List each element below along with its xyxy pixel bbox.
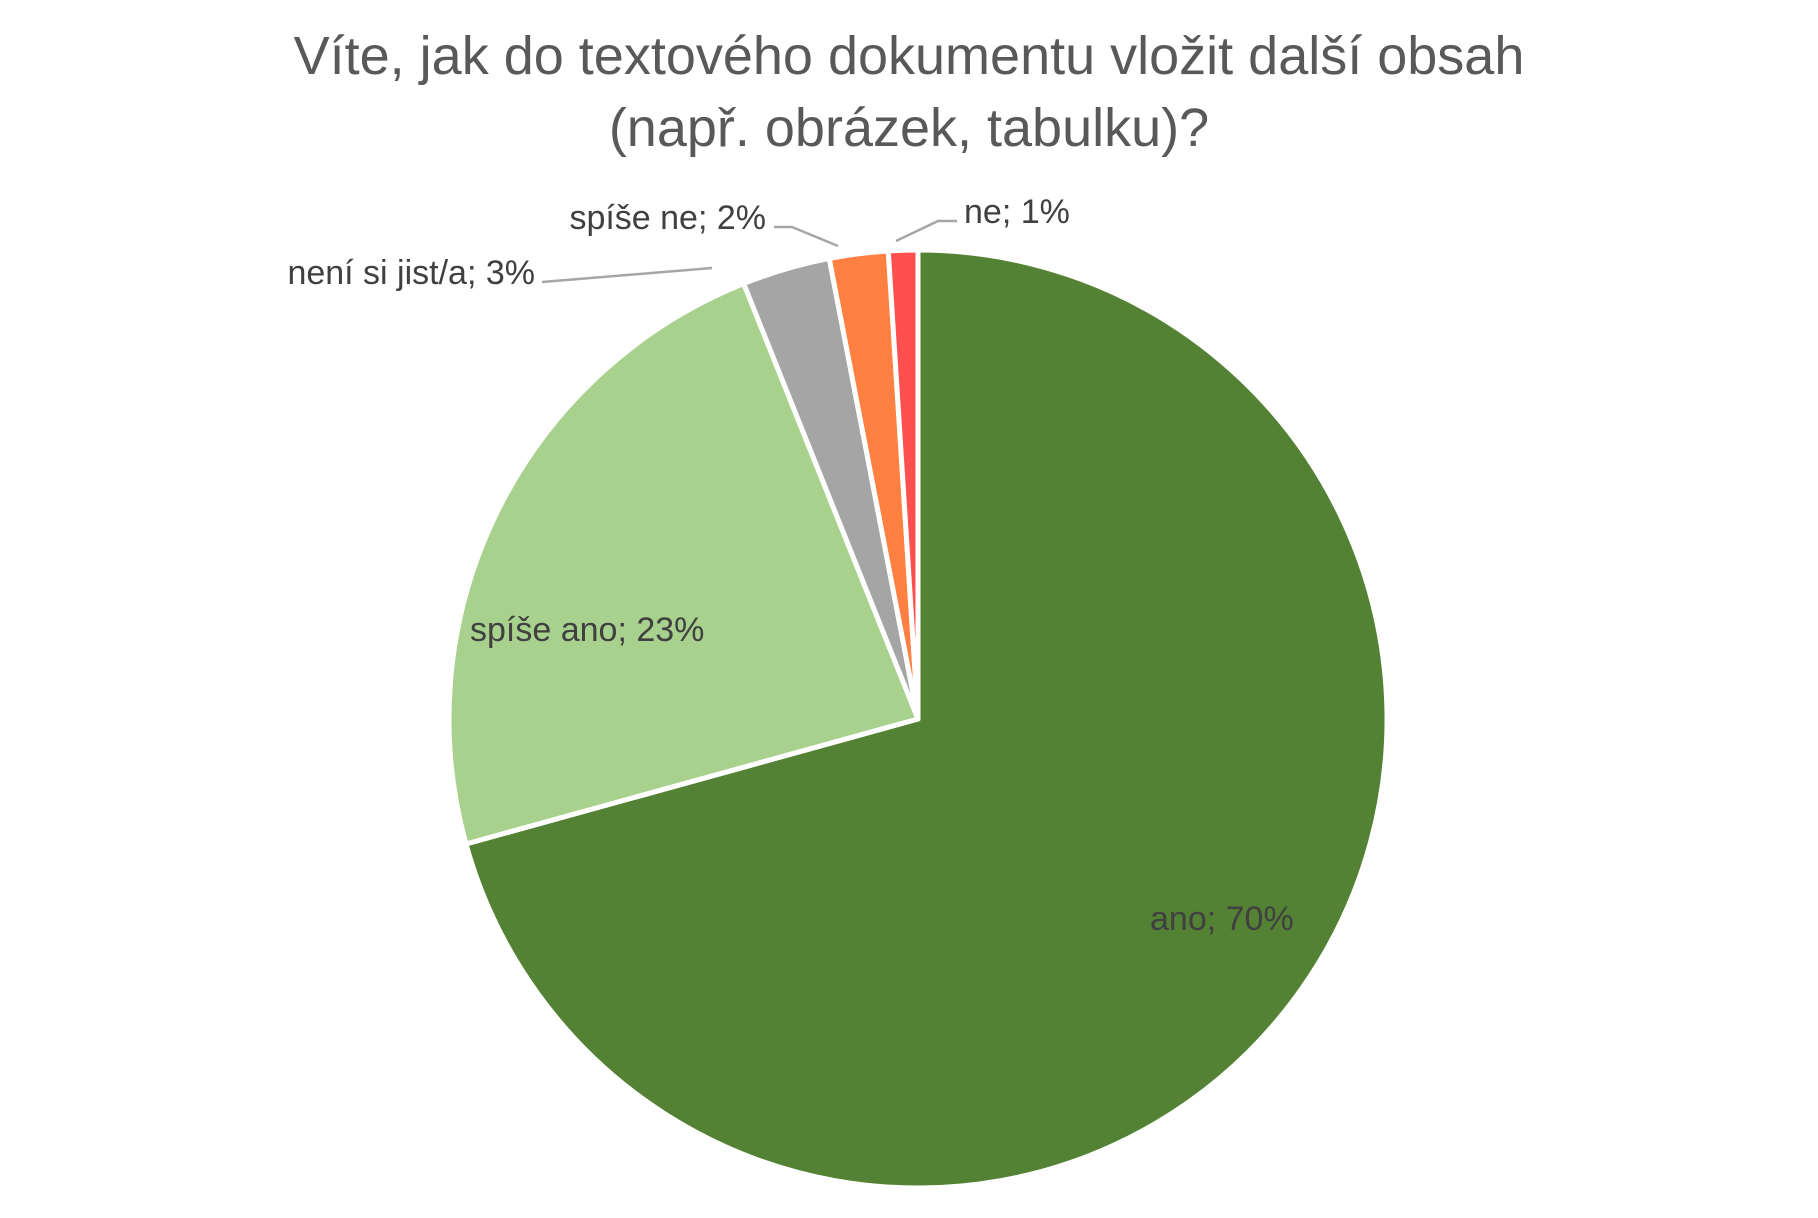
pie-slice-ne [885,247,921,722]
slice-label-spise-ano: spíše ano; 23% [470,611,704,649]
slice-labels: ano; 70% spíše ano; 23% není si jist/a; 3%… [287,193,1293,938]
pie-slices [446,247,1390,1191]
slice-label-ne: ne; 1% [964,193,1070,231]
slice-label-neni-si-jist-a: není si jist/a; 3% [287,254,535,292]
slice-label-ano: ano; 70% [1150,900,1294,938]
leader-lines [541,219,957,284]
leader-line-neni-si-jist-a [541,266,713,284]
pie-slice-ano [463,247,1390,1191]
pie-slice-spise-ano [446,281,921,847]
chart-title-line-1: Víte, jak do textového dokumentu vložit … [294,26,1525,86]
leader-line-ne [895,219,957,243]
leader-line-spise-ne [774,225,839,248]
slice-label-spise-ne: spíše ne; 2% [569,199,766,237]
chart-title-line-2: (např. obrázek, tabulku)? [609,98,1209,158]
